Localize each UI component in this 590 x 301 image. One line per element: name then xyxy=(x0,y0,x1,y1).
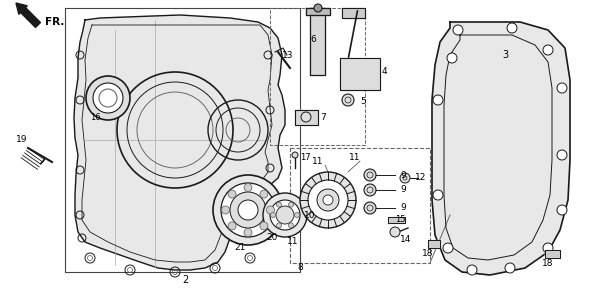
Circle shape xyxy=(543,243,553,253)
Text: 18: 18 xyxy=(542,259,554,268)
Text: 13: 13 xyxy=(282,51,293,60)
Circle shape xyxy=(93,83,123,113)
Circle shape xyxy=(289,202,293,207)
Circle shape xyxy=(244,184,252,191)
Polygon shape xyxy=(388,217,405,223)
Circle shape xyxy=(433,95,443,105)
Circle shape xyxy=(364,184,376,196)
Circle shape xyxy=(317,189,339,211)
Circle shape xyxy=(557,83,567,93)
Circle shape xyxy=(270,213,276,218)
Text: 6: 6 xyxy=(310,36,316,45)
Circle shape xyxy=(390,227,400,237)
Circle shape xyxy=(308,180,348,220)
Polygon shape xyxy=(342,8,365,18)
Circle shape xyxy=(213,175,283,245)
Text: 11: 11 xyxy=(349,154,360,163)
Text: 7: 7 xyxy=(320,113,326,122)
Polygon shape xyxy=(41,158,45,163)
Circle shape xyxy=(342,94,354,106)
Circle shape xyxy=(507,23,517,33)
Text: 16: 16 xyxy=(90,113,100,123)
Circle shape xyxy=(86,76,130,120)
Text: 9: 9 xyxy=(400,170,406,179)
Circle shape xyxy=(277,202,281,207)
Text: 10: 10 xyxy=(304,210,316,219)
Circle shape xyxy=(301,112,311,122)
Circle shape xyxy=(230,192,266,228)
Circle shape xyxy=(270,200,300,230)
Text: 4: 4 xyxy=(382,67,388,76)
Text: 8: 8 xyxy=(297,263,303,272)
Text: 11: 11 xyxy=(287,237,299,247)
Circle shape xyxy=(557,205,567,215)
Text: 14: 14 xyxy=(400,235,411,244)
Polygon shape xyxy=(310,8,325,75)
Circle shape xyxy=(323,195,333,205)
Polygon shape xyxy=(74,15,285,270)
Text: 19: 19 xyxy=(17,135,28,144)
Circle shape xyxy=(433,190,443,200)
Text: 9: 9 xyxy=(400,203,406,213)
Circle shape xyxy=(543,45,553,55)
Circle shape xyxy=(443,243,453,253)
Polygon shape xyxy=(306,8,330,15)
Text: 15: 15 xyxy=(395,216,405,225)
Text: 11: 11 xyxy=(312,157,324,166)
Circle shape xyxy=(221,183,275,237)
Text: 18: 18 xyxy=(422,250,434,259)
Text: 21: 21 xyxy=(234,244,245,253)
Circle shape xyxy=(276,206,294,224)
Polygon shape xyxy=(545,250,560,258)
Text: 20: 20 xyxy=(266,234,278,243)
Circle shape xyxy=(277,223,281,228)
Circle shape xyxy=(292,152,298,158)
Circle shape xyxy=(364,169,376,181)
Circle shape xyxy=(400,173,410,183)
Circle shape xyxy=(244,228,252,237)
FancyArrow shape xyxy=(16,3,41,27)
Circle shape xyxy=(228,190,236,198)
Circle shape xyxy=(260,190,268,198)
Circle shape xyxy=(447,53,457,63)
Circle shape xyxy=(467,265,477,275)
Circle shape xyxy=(453,25,463,35)
Text: FR.: FR. xyxy=(45,17,65,27)
Text: 12: 12 xyxy=(415,173,427,182)
Polygon shape xyxy=(432,22,570,275)
Polygon shape xyxy=(428,240,440,248)
Circle shape xyxy=(263,193,307,237)
Circle shape xyxy=(228,222,236,230)
Polygon shape xyxy=(295,110,318,125)
Circle shape xyxy=(238,200,258,220)
Text: 5: 5 xyxy=(360,98,366,107)
Circle shape xyxy=(300,172,356,228)
Circle shape xyxy=(557,150,567,160)
Text: 3: 3 xyxy=(502,50,508,60)
Circle shape xyxy=(314,4,322,12)
Text: 2: 2 xyxy=(182,275,188,285)
Polygon shape xyxy=(340,58,380,90)
Text: 17: 17 xyxy=(300,154,310,163)
Text: 9: 9 xyxy=(400,185,406,194)
Circle shape xyxy=(260,222,268,230)
Circle shape xyxy=(267,206,274,214)
Circle shape xyxy=(289,223,293,228)
Circle shape xyxy=(221,206,230,214)
Circle shape xyxy=(294,213,300,218)
Circle shape xyxy=(364,202,376,214)
Circle shape xyxy=(505,263,515,273)
